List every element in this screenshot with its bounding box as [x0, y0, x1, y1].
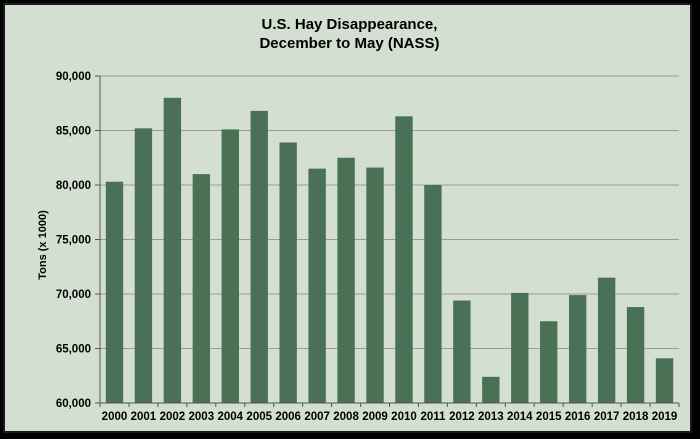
bar-2019	[655, 358, 674, 403]
y-tick-labels: 60,000 65,000 70,000 75,000 80,000 85,000 90,0…	[56, 71, 91, 410]
bar-2017	[597, 277, 616, 403]
bars	[105, 97, 674, 404]
x-tick-label: 2008	[333, 411, 359, 423]
x-tick-label: 2012	[449, 411, 475, 423]
bar-2006	[279, 142, 297, 404]
x-tick-label: 2002	[160, 411, 186, 423]
bar-2004	[221, 129, 239, 403]
x-tick-label: 2005	[246, 411, 272, 423]
chart-title-line-1: U.S. Hay Disappearance,	[261, 16, 438, 33]
bar-2007	[308, 168, 326, 403]
y-tick-label: 60,000	[56, 398, 91, 410]
x-tick-label: 2011	[420, 411, 446, 423]
bar-2014	[511, 292, 529, 403]
x-tick-label: 2001	[131, 411, 157, 423]
axes	[99, 76, 680, 407]
x-tick-label: 2013	[478, 411, 504, 423]
x-tick-label: 2018	[623, 411, 649, 423]
bar-2012	[453, 300, 471, 403]
x-tick-label: 2017	[594, 411, 620, 423]
chart-title-line-2: December to May (NASS)	[259, 35, 440, 52]
y-tick-label: 85,000	[56, 126, 91, 138]
y-tick-label: 90,000	[56, 71, 91, 83]
x-tick-label: 2019	[652, 411, 678, 423]
bar-2002	[163, 97, 182, 404]
bar-2018	[626, 307, 645, 403]
bar-2009	[366, 167, 384, 403]
x-tick-labels: 2000 2001 2002 2003 2004 2005 2006 2007 2008 2009…	[102, 411, 678, 423]
y-tick-label: 70,000	[56, 289, 91, 301]
x-tick-label: 2016	[565, 411, 591, 423]
gridlines	[95, 75, 679, 404]
x-tick-label: 2015	[536, 411, 562, 423]
bar-2010	[395, 116, 413, 403]
bar-2016	[568, 295, 587, 403]
y-axis-label: Tons (x 1000)	[37, 210, 49, 280]
chart-frame: U.S. Hay Disappearance, December to May …	[3, 3, 692, 433]
y-tick-label: 80,000	[56, 180, 91, 192]
bar-2000	[105, 181, 124, 403]
bar-2011	[424, 185, 442, 403]
x-tick-label: 2004	[217, 411, 243, 423]
y-tick-label: 75,000	[56, 235, 91, 247]
bar-2003	[192, 174, 211, 403]
x-tick-label: 2007	[304, 411, 330, 423]
x-tick-label: 2006	[275, 411, 301, 423]
chart-title: U.S. Hay Disappearance, December to May …	[5, 15, 694, 53]
bar-chart: 60,000 65,000 70,000 75,000 80,000 85,000 90,0…	[37, 71, 680, 423]
x-tick-label: 2000	[102, 411, 128, 423]
bar-2015	[540, 321, 558, 403]
x-tick-label: 2010	[391, 411, 417, 423]
bar-2001	[134, 128, 153, 403]
y-tick-label: 65,000	[56, 344, 91, 356]
bar-2013	[482, 376, 500, 403]
bar-2005	[250, 110, 268, 403]
x-tick-label: 2009	[362, 411, 388, 423]
bar-2008	[337, 157, 355, 403]
x-tick-label: 2003	[189, 411, 215, 423]
x-tick-label: 2014	[507, 411, 533, 423]
